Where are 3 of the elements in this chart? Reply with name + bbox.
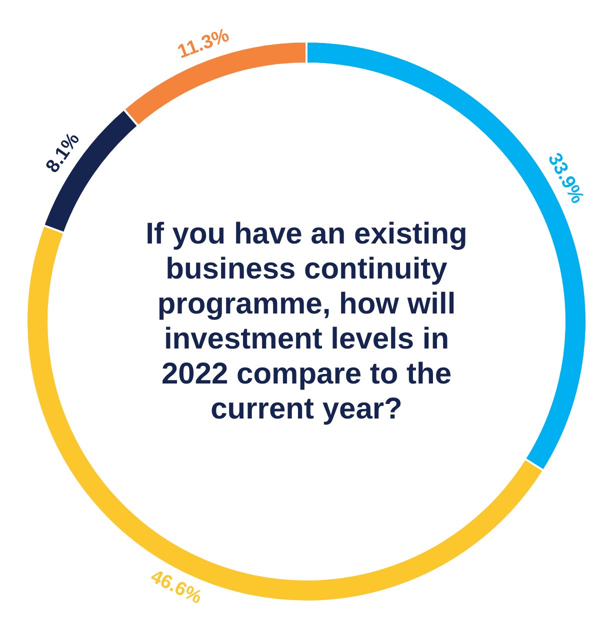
text: If you have an existing business continuity programme, how will investment levels in 2022 compare to the current year? — [146, 218, 468, 426]
data-label: 46.6% — [147, 566, 206, 609]
data-label: 11.3% — [175, 24, 232, 64]
